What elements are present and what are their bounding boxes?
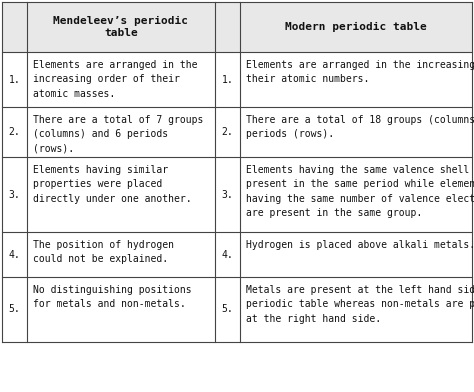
Text: 2.: 2. bbox=[9, 127, 20, 137]
Text: 5.: 5. bbox=[9, 305, 20, 314]
Bar bbox=[2, 2, 472, 52]
Text: Metals are present at the left hand side of the
periodic table whereas non-metal: Metals are present at the left hand side… bbox=[246, 285, 474, 324]
Text: There are a total of 18 groups (columns) and 7
periods (rows).: There are a total of 18 groups (columns)… bbox=[246, 115, 474, 140]
Text: 1.: 1. bbox=[222, 74, 233, 85]
Text: The position of hydrogen
could not be explained.: The position of hydrogen could not be ex… bbox=[33, 240, 174, 264]
Text: Modern periodic table: Modern periodic table bbox=[285, 22, 427, 32]
Text: Elements are arranged in the
increasing order of their
atomic masses.: Elements are arranged in the increasing … bbox=[33, 60, 198, 99]
Text: Elements having similar
properties were placed
directly under one another.: Elements having similar properties were … bbox=[33, 165, 191, 204]
Text: No distinguishing positions
for metals and non-metals.: No distinguishing positions for metals a… bbox=[33, 285, 191, 309]
Text: 3.: 3. bbox=[222, 189, 233, 200]
Text: 2.: 2. bbox=[222, 127, 233, 137]
Text: 1.: 1. bbox=[9, 74, 20, 85]
Text: 4.: 4. bbox=[222, 249, 233, 260]
Text: 4.: 4. bbox=[9, 249, 20, 260]
Text: Hydrogen is placed above alkali metals.: Hydrogen is placed above alkali metals. bbox=[246, 240, 474, 250]
Text: Mendeleev’s periodic
table: Mendeleev’s periodic table bbox=[54, 16, 189, 38]
Text: 3.: 3. bbox=[9, 189, 20, 200]
Text: Elements are arranged in the increasing order of
their atomic numbers.: Elements are arranged in the increasing … bbox=[246, 60, 474, 84]
Text: 5.: 5. bbox=[222, 305, 233, 314]
Text: Elements having the same valence shell are
present in the same period while elem: Elements having the same valence shell a… bbox=[246, 165, 474, 218]
Text: There are a total of 7 groups
(columns) and 6 periods
(rows).: There are a total of 7 groups (columns) … bbox=[33, 115, 203, 154]
